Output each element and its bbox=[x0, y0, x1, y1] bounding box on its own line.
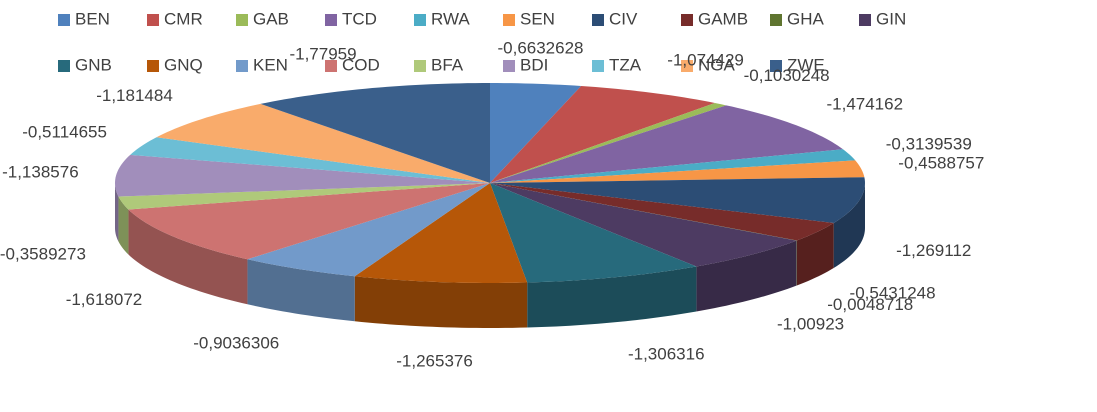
legend-swatch bbox=[325, 14, 337, 26]
legend-swatch bbox=[147, 60, 159, 72]
data-label: -1,306316 bbox=[628, 345, 705, 364]
slice bbox=[490, 177, 865, 224]
data-label: -0,6632628 bbox=[497, 38, 583, 57]
legend-swatch bbox=[414, 14, 426, 26]
legend-swatch bbox=[770, 14, 782, 26]
data-label: -1,265376 bbox=[396, 351, 473, 370]
slice-side bbox=[118, 196, 129, 255]
data-label: -1,181484 bbox=[96, 86, 173, 105]
data-label: -1,00923 bbox=[777, 314, 844, 333]
slice bbox=[118, 183, 490, 210]
legend-label: ZWE bbox=[787, 55, 825, 74]
slice bbox=[490, 183, 697, 283]
slice bbox=[490, 102, 727, 183]
slice bbox=[490, 183, 834, 241]
slice bbox=[490, 183, 797, 267]
slice-side bbox=[696, 240, 797, 312]
slice bbox=[490, 160, 865, 183]
slice-side bbox=[796, 223, 834, 286]
slice-side bbox=[527, 266, 697, 328]
data-label: -0,4588757 bbox=[898, 153, 984, 172]
slice bbox=[115, 154, 490, 197]
slice bbox=[354, 183, 528, 283]
legend-label: RWA bbox=[431, 9, 470, 28]
legend-label: BDI bbox=[520, 55, 548, 74]
data-label: -0,5114655 bbox=[22, 122, 107, 141]
data-label: -1,77959 bbox=[289, 45, 356, 64]
slice bbox=[490, 83, 582, 183]
data-label: -1,618072 bbox=[66, 290, 143, 309]
legend-swatch bbox=[503, 14, 515, 26]
legend-label: GAB bbox=[253, 9, 289, 28]
legend-swatch bbox=[592, 60, 604, 72]
slice bbox=[490, 85, 715, 183]
slice-side bbox=[247, 259, 355, 322]
slice bbox=[490, 105, 844, 183]
legend-swatch bbox=[58, 14, 70, 26]
legend-swatch bbox=[592, 14, 604, 26]
data-label: -1,074429 bbox=[667, 51, 744, 70]
slice-side bbox=[128, 209, 248, 305]
legend-swatch bbox=[503, 60, 515, 72]
legend-label: GHA bbox=[787, 9, 825, 28]
legend-swatch bbox=[859, 14, 871, 26]
data-label: -0,5431248 bbox=[850, 284, 936, 303]
slice bbox=[128, 183, 491, 260]
legend-label: CMR bbox=[164, 9, 203, 28]
legend-label: NGA bbox=[698, 55, 736, 74]
legend-label: GNQ bbox=[164, 55, 203, 74]
data-label: -0,3589273 bbox=[0, 245, 86, 264]
legend-swatch bbox=[58, 60, 70, 72]
legend-label: SEN bbox=[520, 9, 555, 28]
legend-label: TZA bbox=[609, 55, 642, 74]
legend-label: BEN bbox=[75, 9, 110, 28]
slice bbox=[247, 183, 490, 277]
legend-label: CIV bbox=[609, 9, 638, 28]
legend-label: GNB bbox=[75, 55, 112, 74]
slice bbox=[490, 183, 797, 241]
legend-label: KEN bbox=[253, 55, 288, 74]
legend-swatch bbox=[681, 60, 693, 72]
slice-side bbox=[833, 183, 865, 269]
legend-swatch bbox=[770, 60, 782, 72]
legend-swatch bbox=[236, 14, 248, 26]
data-label: -0,1030248 bbox=[744, 66, 830, 85]
slice bbox=[260, 83, 490, 183]
slice-side bbox=[115, 183, 119, 242]
slice bbox=[490, 149, 856, 183]
legend-label: BFA bbox=[431, 55, 464, 74]
data-label: -1,474162 bbox=[826, 94, 903, 113]
slice bbox=[130, 137, 490, 183]
data-label: -0,3139539 bbox=[886, 134, 972, 153]
legend-swatch bbox=[147, 14, 159, 26]
legend-label: TCD bbox=[342, 9, 377, 28]
legend-swatch bbox=[681, 14, 693, 26]
data-label: -1,138576 bbox=[2, 162, 79, 181]
data-label: -0,0048718 bbox=[827, 295, 913, 314]
legend-swatch bbox=[325, 60, 337, 72]
data-label: -1,269112 bbox=[896, 241, 971, 260]
legend-label: GIN bbox=[876, 9, 906, 28]
legend-swatch bbox=[236, 60, 248, 72]
slice bbox=[156, 103, 490, 183]
legend-label: GAMB bbox=[698, 9, 748, 28]
legend-swatch bbox=[414, 60, 426, 72]
slice-side bbox=[354, 276, 528, 328]
legend-label: COD bbox=[342, 55, 380, 74]
data-label: -0,9036306 bbox=[193, 334, 279, 353]
